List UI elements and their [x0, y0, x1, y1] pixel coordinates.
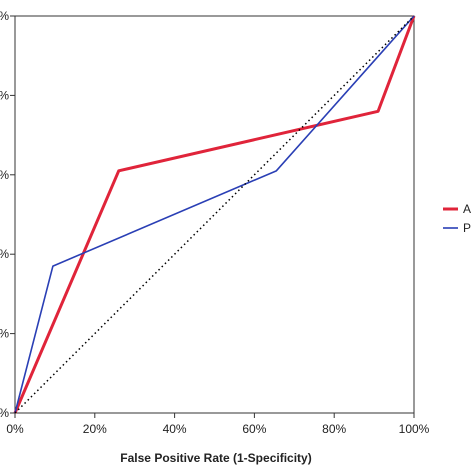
y-axis: %%%%%%	[0, 9, 15, 420]
legend: AP	[443, 202, 471, 235]
series-layer	[13, 15, 416, 414]
x-tick-label: 100%	[399, 422, 430, 436]
x-tick-label: 80%	[322, 422, 346, 436]
series-line-a	[13, 15, 416, 414]
y-tick-label: %	[0, 168, 9, 182]
x-axis: 0% 20% 40% 60% 80% 100%	[6, 413, 430, 436]
x-tick-label: 60%	[242, 422, 266, 436]
y-tick-label: %	[0, 9, 9, 23]
legend-label: A	[463, 202, 471, 216]
x-tick-label: 40%	[163, 422, 187, 436]
reference-line	[14, 15, 415, 414]
series-line-p	[14, 15, 415, 414]
y-tick-label: %	[0, 88, 9, 102]
x-tick-label: 20%	[83, 422, 107, 436]
y-tick-label: %	[0, 406, 9, 420]
y-tick-label: %	[0, 247, 9, 261]
x-tick-label: 0%	[6, 422, 24, 436]
legend-label: P	[463, 221, 471, 235]
x-axis-title: False Positive Rate (1-Specificity)	[120, 451, 311, 465]
y-tick-label: %	[0, 327, 9, 341]
